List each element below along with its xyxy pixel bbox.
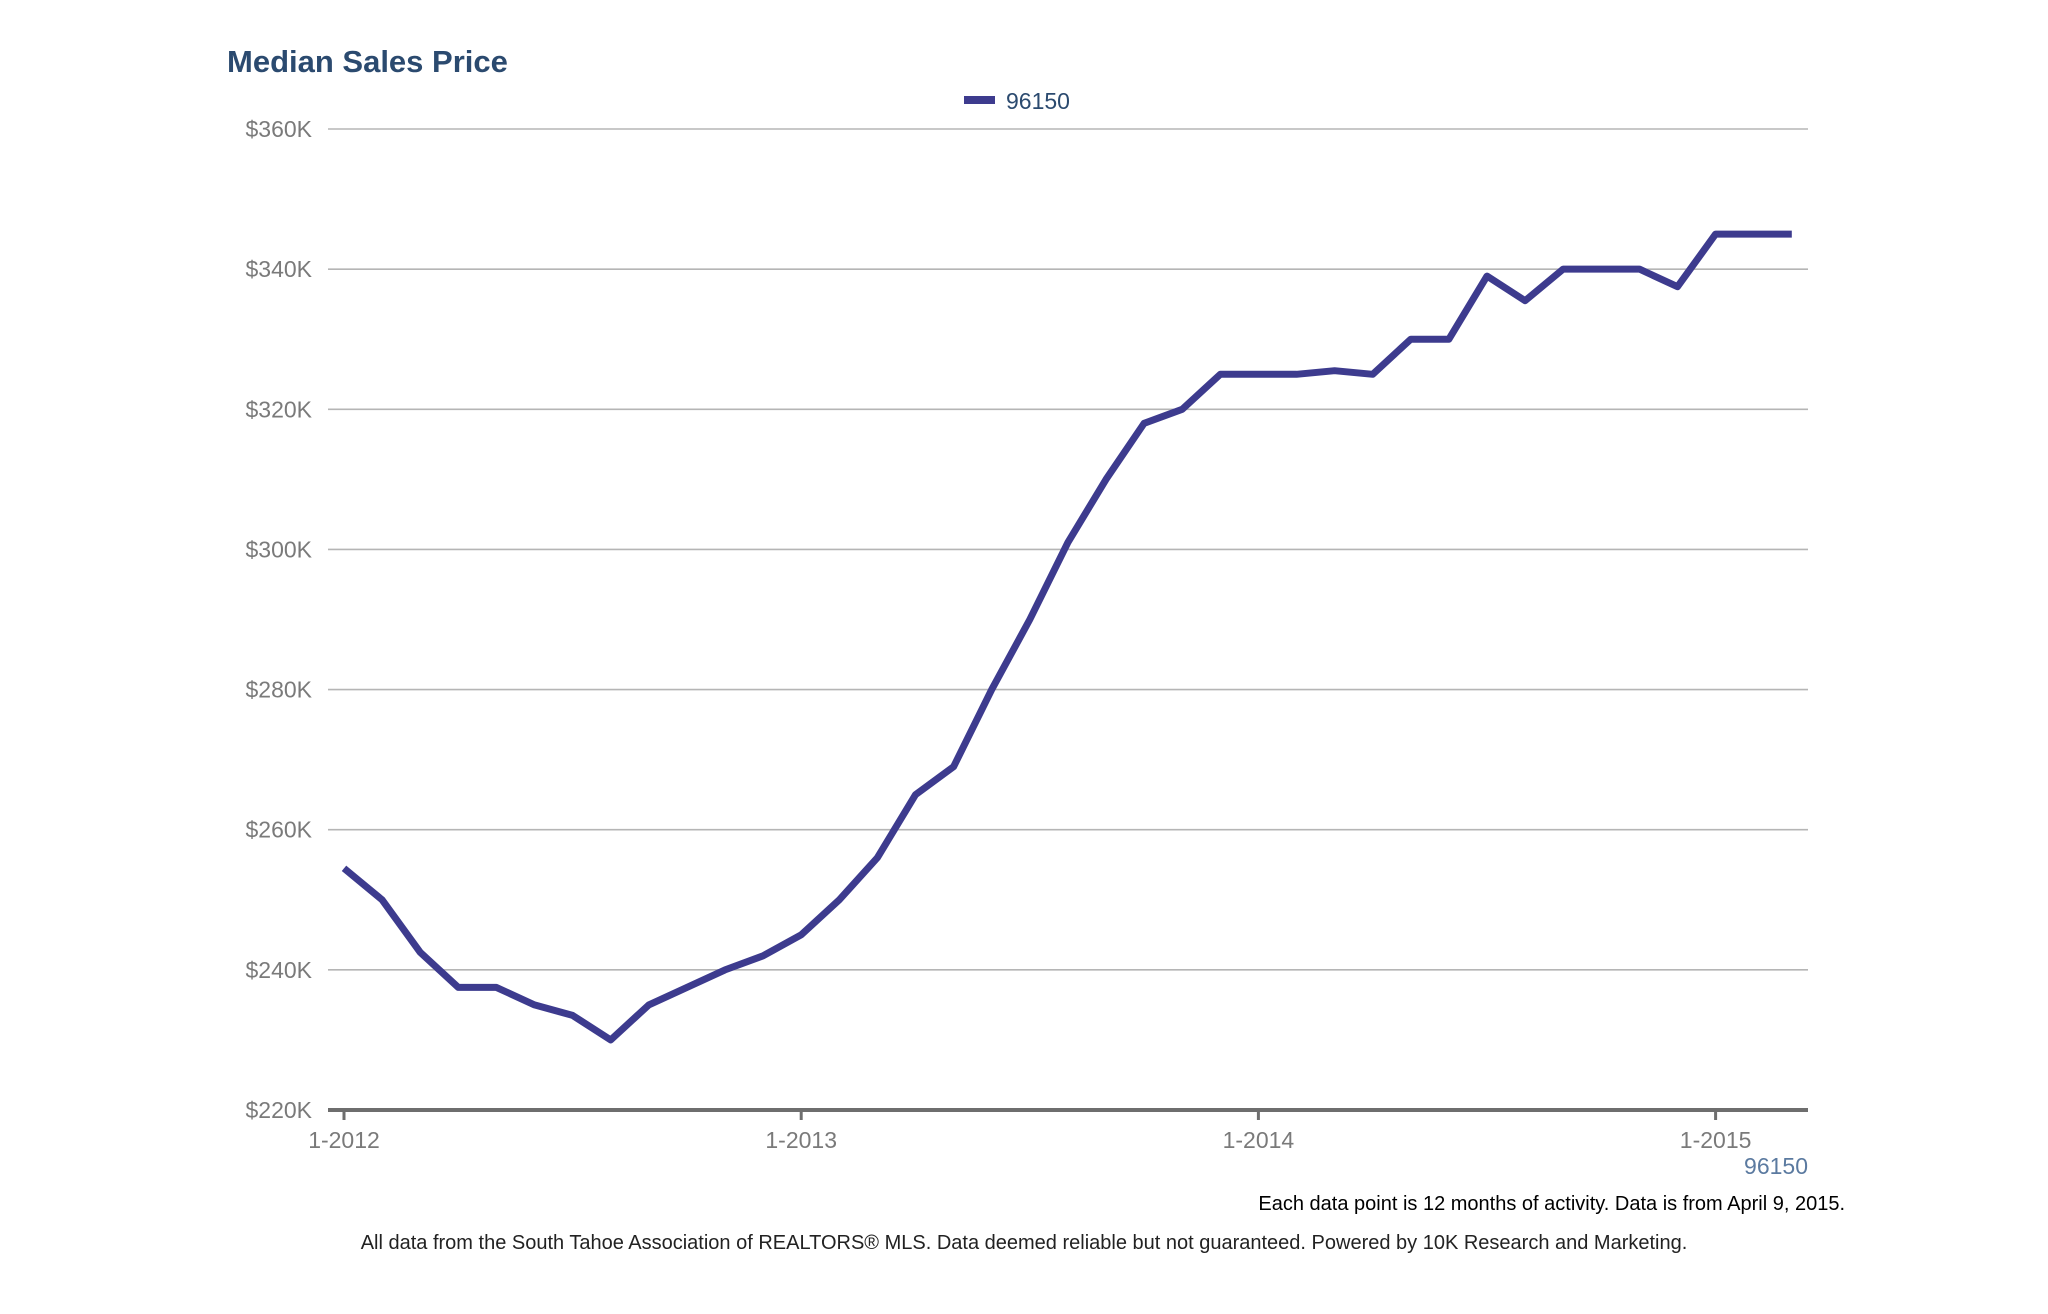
series-line-96150: [341, 230, 1792, 1044]
x-axis-series-label: 96150: [1744, 1153, 1808, 1179]
y-tick-label: $280K: [245, 677, 312, 703]
x-tick-label: 1-2012: [308, 1127, 380, 1153]
y-axis-tick-labels: $220K $240K $260K $280K $300K $320K $340K $360K: [245, 116, 312, 1123]
legend-swatch: [964, 96, 995, 104]
source-note: All data from the South Tahoe Associatio…: [361, 1232, 1688, 1254]
activity-note: Each data point is 12 months of activity…: [1258, 1193, 1845, 1215]
legend: 96150: [964, 88, 1070, 114]
y-tick-label: $220K: [245, 1097, 312, 1123]
x-tick-label: 1-2015: [1680, 1127, 1752, 1153]
y-tick-label: $240K: [245, 957, 312, 983]
series-96150: [341, 230, 1792, 1044]
grid-lines: [328, 128, 1808, 971]
y-tick-label: $340K: [245, 256, 312, 282]
x-tick-label: 1-2013: [765, 1127, 837, 1153]
legend-label: 96150: [1006, 88, 1070, 114]
y-tick-label: $320K: [245, 396, 312, 422]
x-axis: [328, 1108, 1808, 1120]
chart-title: Median Sales Price: [227, 44, 508, 79]
x-tick-label: 1-2014: [1223, 1127, 1295, 1153]
y-tick-label: $260K: [245, 817, 312, 843]
y-tick-label: $300K: [245, 536, 312, 562]
y-tick-label: $360K: [245, 116, 312, 142]
x-axis-tick-labels: 1-2012 1-2013 1-2014 1-2015: [308, 1127, 1751, 1153]
